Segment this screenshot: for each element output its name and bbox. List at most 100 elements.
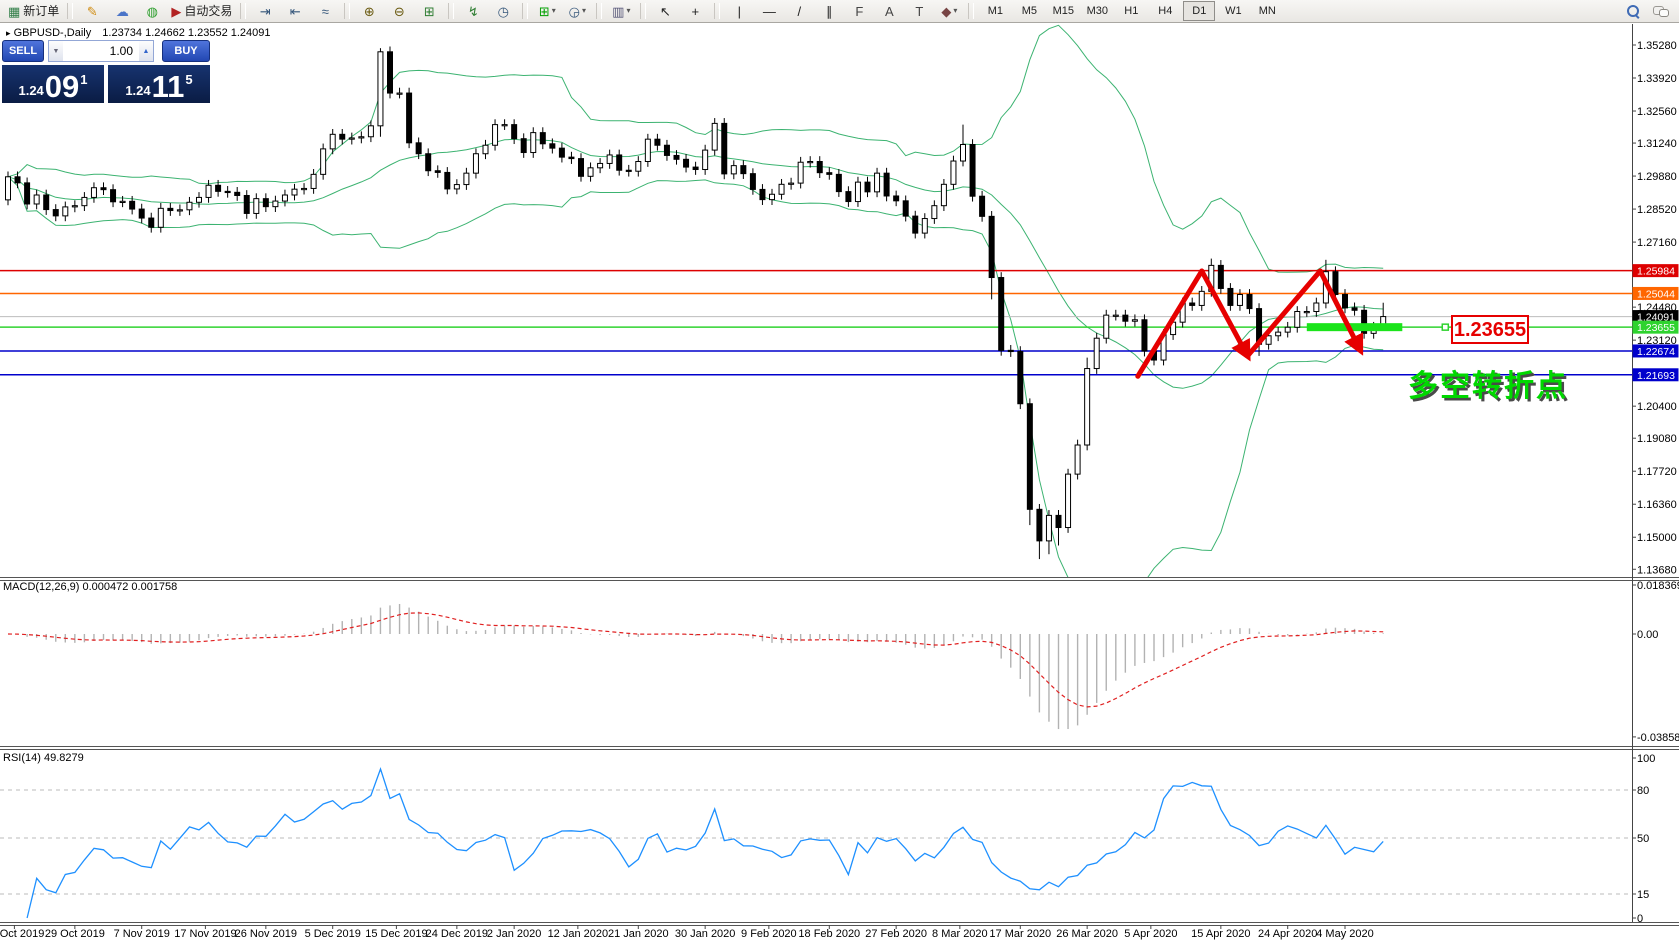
- chart-title-ohlc: 1.23734 1.24662 1.23552 1.24091: [102, 27, 271, 39]
- new-order-button[interactable]: ▦ 新订单: [4, 0, 63, 22]
- svg-text:1.25044: 1.25044: [1637, 288, 1675, 300]
- timeframe-m15-button[interactable]: M15: [1052, 5, 1075, 17]
- text-label-button[interactable]: T: [904, 0, 934, 22]
- trend-zigzag-arrows[interactable]: [1135, 268, 1364, 379]
- svg-text:1.28520: 1.28520: [1637, 204, 1677, 216]
- text-button[interactable]: A: [874, 0, 904, 22]
- price-tag-box[interactable]: 1.23655: [1451, 315, 1529, 344]
- svg-text:多空转折点: 多空转折点: [1411, 373, 1571, 406]
- autotrade-button-label: 自动交易: [184, 4, 233, 18]
- svg-text:1.13680: 1.13680: [1637, 564, 1677, 576]
- svg-text:15: 15: [1637, 889, 1649, 901]
- timeframe-m1-button[interactable]: M1: [987, 5, 1003, 17]
- svg-text:1.17720: 1.17720: [1637, 466, 1677, 478]
- chevron-down-icon: ▾: [551, 6, 556, 15]
- svg-text:8 Mar 2020: 8 Mar 2020: [932, 928, 988, 940]
- timeframe-w1-button[interactable]: W1: [1225, 5, 1242, 17]
- search-icon[interactable]: [1626, 4, 1641, 19]
- sell-button[interactable]: SELL: [2, 40, 44, 62]
- svg-text:7 Nov 2019: 7 Nov 2019: [114, 928, 170, 940]
- volume-up-button[interactable]: ▲: [139, 41, 153, 61]
- svg-text:1.25984: 1.25984: [1637, 266, 1675, 278]
- svg-text:24 Apr 2020: 24 Apr 2020: [1258, 928, 1317, 940]
- tile-windows-icon[interactable]: ⊞: [414, 0, 444, 22]
- svg-text:20 Oct 2019: 20 Oct 2019: [0, 928, 44, 940]
- timeframe-h1-button[interactable]: H1: [1124, 5, 1139, 17]
- svg-text:30 Jan 2020: 30 Jan 2020: [675, 928, 736, 940]
- svg-text:18 Feb 2020: 18 Feb 2020: [798, 928, 860, 940]
- new-chart-button[interactable]: ⊞ ▾: [532, 0, 562, 22]
- toolbar-separator: [240, 3, 247, 19]
- toolbar-separator: [522, 3, 529, 19]
- timeframe-mn-button[interactable]: MN: [1258, 5, 1276, 17]
- chat-icon[interactable]: [1653, 5, 1669, 18]
- volume-stepper[interactable]: ▼ 1.00 ▲: [48, 40, 154, 62]
- crosshair-button[interactable]: +: [680, 0, 710, 22]
- periods-icon[interactable]: ◷: [488, 0, 518, 22]
- svg-text:17 Nov 2019: 17 Nov 2019: [174, 928, 236, 940]
- arrows-icon: ◆: [941, 3, 952, 19]
- vline-button[interactable]: |: [724, 0, 754, 22]
- zoom-in-icon[interactable]: ⊕: [354, 0, 384, 22]
- candles-layer: [5, 46, 1387, 560]
- horizontal-lines[interactable]: [0, 269, 1632, 376]
- trendline-button[interactable]: /: [784, 0, 814, 22]
- toolbar-separator: [968, 3, 975, 19]
- line-handle[interactable]: [1441, 323, 1450, 331]
- timeframe-h4-button[interactable]: H4: [1158, 5, 1173, 17]
- volume-down-button[interactable]: ▼: [49, 41, 63, 61]
- templates-button[interactable]: ◶ ▾: [562, 0, 592, 22]
- price-scale[interactable]: 1.35280 1.33920 1.32560 1.31240 1.29880 1.285…: [1632, 40, 1679, 925]
- zoom-out-icon[interactable]: ⊖: [384, 0, 414, 22]
- support-zone-bar[interactable]: [1306, 323, 1403, 332]
- buy-price-box[interactable]: 1.24 11 5: [108, 65, 210, 103]
- new-order-button-label: 新订单: [23, 4, 60, 18]
- autotrade-button[interactable]: ▶ 自动交易: [167, 0, 236, 22]
- indicators-icon[interactable]: ↯: [458, 0, 488, 22]
- linechart-icon: ≈: [321, 3, 329, 19]
- tile-windows-icon: ⊞: [423, 3, 435, 19]
- sell-price-box[interactable]: 1.24 09 1: [2, 65, 104, 103]
- hline-button[interactable]: —: [754, 0, 784, 22]
- svg-text:15 Apr 2020: 15 Apr 2020: [1191, 928, 1250, 940]
- svg-text:1.22674: 1.22674: [1637, 346, 1675, 358]
- hline-icon: —: [762, 3, 776, 19]
- crayon-icon[interactable]: ✎: [77, 0, 107, 22]
- chart-title: ▸ GBPUSD-,Daily 1.23734 1.24662 1.23552 …: [6, 27, 271, 39]
- arrows-button[interactable]: ◆ ▾: [934, 0, 964, 22]
- text-icon: A: [884, 3, 894, 19]
- volume-value[interactable]: 1.00: [109, 44, 133, 58]
- channel-button[interactable]: ∥: [814, 0, 844, 22]
- svg-text:1.31240: 1.31240: [1637, 138, 1677, 150]
- buy-button[interactable]: BUY: [162, 40, 210, 62]
- publish-icon: ☁: [115, 3, 129, 19]
- signal-icon: ◍: [146, 3, 158, 19]
- svg-text:1.32560: 1.32560: [1637, 106, 1677, 118]
- timeframe-d1-button[interactable]: D1: [1183, 1, 1216, 21]
- cursor-button[interactable]: ↖: [650, 0, 680, 22]
- crosshair-icon: +: [691, 3, 700, 19]
- timeframe-m30-button[interactable]: M30: [1086, 5, 1109, 17]
- chart-type-button[interactable]: ▥ ▾: [606, 0, 636, 22]
- timeframe-m5-button[interactable]: M5: [1021, 5, 1037, 17]
- one-click-trade-panel: SELL ▼ 1.00 ▲ BUY 1.24 09 1 1.24 11 5: [2, 40, 210, 103]
- svg-text:21 Jan 2020: 21 Jan 2020: [608, 928, 669, 940]
- signal-icon[interactable]: ◍: [137, 0, 167, 22]
- autotrade-icon: ▶: [171, 3, 182, 19]
- sell-price-small: 1.24: [18, 83, 44, 98]
- macd-pane: [7, 603, 1384, 730]
- svg-text:1.19080: 1.19080: [1637, 433, 1677, 445]
- svg-text:1.16360: 1.16360: [1637, 499, 1677, 511]
- chart-type-icon: ▥: [612, 3, 625, 19]
- toolbar-separator: [596, 3, 603, 19]
- autoscroll-icon[interactable]: ⇥: [250, 0, 280, 22]
- linechart-icon[interactable]: ≈: [310, 0, 340, 22]
- chartshift-icon[interactable]: ⇤: [280, 0, 310, 22]
- publish-icon[interactable]: ☁: [107, 0, 137, 22]
- fibo-button[interactable]: F: [844, 0, 874, 22]
